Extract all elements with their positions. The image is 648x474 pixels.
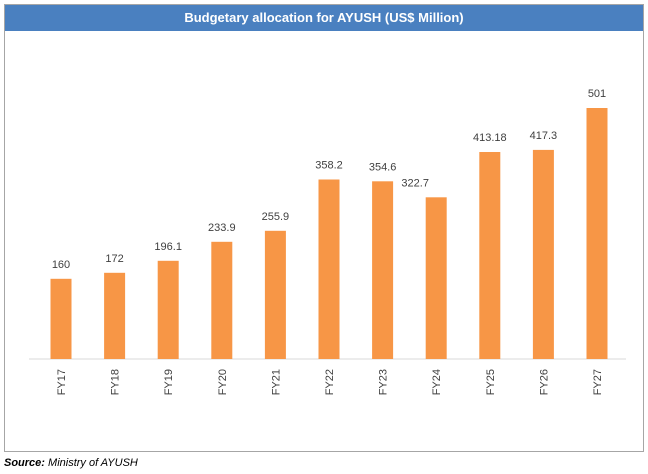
- data-label-fy26: 417.3: [530, 130, 558, 142]
- chart-frame: Budgetary allocation for AYUSH (US$ Mill…: [4, 4, 644, 452]
- tick-label-fy20: FY20: [217, 369, 229, 395]
- data-label-fy18: 172: [105, 253, 123, 265]
- bar-fy26: [532, 149, 554, 359]
- bar-fy20: [211, 241, 233, 359]
- tick-label-fy17: FY17: [56, 369, 68, 395]
- tick-label-fy24: FY24: [431, 369, 443, 395]
- bar-fy23: [372, 181, 394, 359]
- tick-label-fy19: FY19: [163, 369, 175, 395]
- data-labels-group: 160 172 196.1 233.9 255.9 358.2 354.6 322.7 413.…: [52, 88, 606, 271]
- tick-labels-group: FY17 FY18 FY19 FY20 FY21 FY22 FY23 FY24 FY25 FY26…: [56, 369, 604, 395]
- bar-fy17: [50, 278, 72, 359]
- bar-fy25: [479, 152, 501, 359]
- data-label-fy22: 358.2: [315, 160, 343, 172]
- bar-fy24: [425, 197, 447, 359]
- tick-label-fy22: FY22: [324, 369, 336, 395]
- source-text: Ministry of AYUSH: [44, 457, 138, 469]
- tick-label-fy18: FY18: [110, 369, 122, 395]
- bar-fy21: [264, 230, 286, 359]
- tick-label-fy26: FY26: [538, 369, 550, 395]
- bars-group: [50, 108, 608, 359]
- source-note: Source: Ministry of AYUSH: [4, 457, 138, 469]
- tick-label-fy27: FY27: [592, 369, 604, 395]
- bar-fy22: [318, 179, 340, 359]
- data-label-fy24: 322.7: [401, 177, 429, 189]
- source-label: Source:: [4, 457, 45, 469]
- data-label-fy27: 501: [588, 88, 606, 100]
- tick-label-fy25: FY25: [485, 369, 497, 395]
- data-label-fy17: 160: [52, 259, 70, 271]
- tick-label-fy21: FY21: [270, 369, 282, 395]
- chart-title: Budgetary allocation for AYUSH (US$ Mill…: [5, 5, 643, 31]
- bar-fy18: [104, 272, 126, 359]
- data-label-fy20: 233.9: [208, 222, 236, 234]
- tick-label-fy23: FY23: [378, 369, 390, 395]
- data-label-fy25: 413.18: [473, 132, 507, 144]
- bar-fy19: [157, 260, 179, 359]
- data-label-fy21: 255.9: [262, 211, 290, 223]
- bar-chart: 160 172 196.1 233.9 255.9 358.2 354.6 322.7 413.…: [29, 88, 626, 395]
- data-label-fy19: 196.1: [154, 241, 182, 253]
- data-label-fy23: 354.6: [369, 161, 397, 173]
- bar-fy27: [586, 108, 608, 359]
